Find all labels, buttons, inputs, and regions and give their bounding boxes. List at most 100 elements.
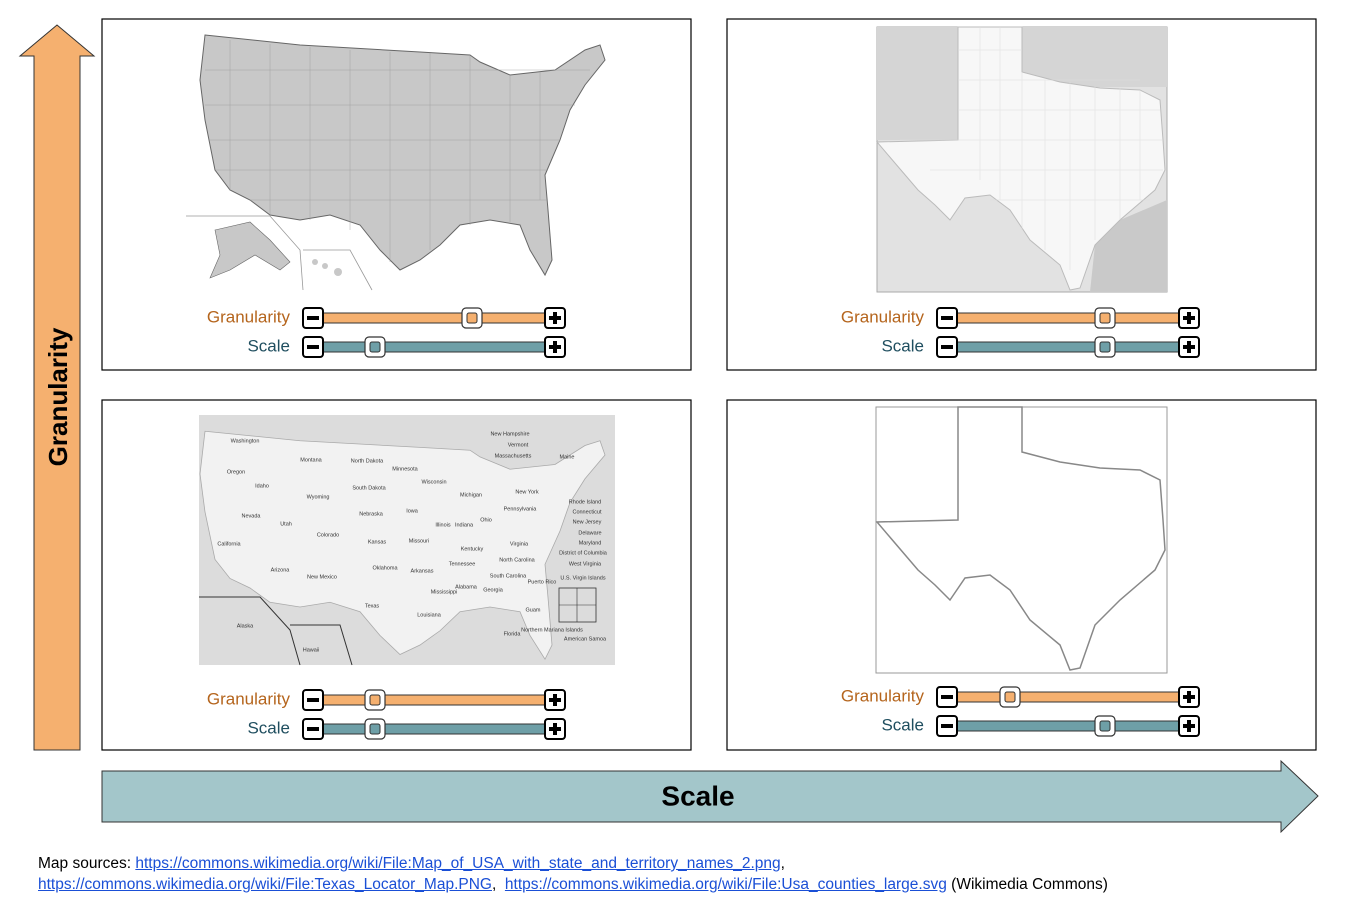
- granularity-arrow: [18, 24, 96, 751]
- minus-sign: [941, 695, 953, 699]
- state-label: Iowa: [406, 508, 419, 514]
- slider-knob[interactable]: [1094, 715, 1116, 737]
- slider-knob[interactable]: [1094, 336, 1116, 358]
- plus-button[interactable]: [1178, 715, 1200, 737]
- plus-sign: [1187, 720, 1191, 732]
- knob-core: [1099, 341, 1111, 353]
- scale-arrow: [101, 759, 1319, 834]
- minus-button[interactable]: [302, 307, 324, 329]
- plus-sign: [1187, 312, 1191, 324]
- state-label: American Samoa: [564, 636, 607, 642]
- state-label: District of Columbia: [559, 550, 608, 556]
- source-link[interactable]: https://commons.wikimedia.org/wiki/File:…: [135, 855, 781, 872]
- texas-locator-map: [876, 26, 1168, 293]
- state-label: Northern Mariana Islands: [521, 627, 583, 633]
- state-label: Idaho: [255, 483, 269, 489]
- state-label: Georgia: [483, 587, 504, 593]
- plus-sign: [553, 341, 557, 353]
- footer: Map sources: https://commons.wikimedia.o…: [38, 855, 1108, 893]
- state-label: Puerto Rico: [528, 579, 557, 585]
- state-label: Utah: [280, 521, 292, 527]
- state-label: Maryland: [579, 540, 602, 546]
- state-label: Arkansas: [411, 568, 434, 574]
- state-label: North Carolina: [499, 557, 535, 563]
- slider-knob[interactable]: [999, 686, 1021, 708]
- plus-sign: [1187, 691, 1191, 703]
- state-label: South Dakota: [352, 485, 386, 491]
- footer-suffix: (Wikimedia Commons): [951, 876, 1108, 893]
- state-label: Rhode Island: [569, 499, 601, 505]
- state-label: Nebraska: [359, 511, 383, 517]
- state-label: Oklahoma: [372, 565, 398, 571]
- state-label: West Virginia: [569, 561, 602, 567]
- state-label: Texas: [365, 603, 380, 609]
- knob-core: [369, 694, 381, 706]
- plus-sign: [1187, 341, 1191, 353]
- plus-button[interactable]: [544, 336, 566, 358]
- slider-knob[interactable]: [1094, 307, 1116, 329]
- plus-button[interactable]: [1178, 307, 1200, 329]
- minus-button[interactable]: [302, 689, 324, 711]
- state-label: Virginia: [510, 541, 529, 547]
- plus-button[interactable]: [1178, 686, 1200, 708]
- state-label: Kansas: [368, 539, 387, 545]
- state-label: New Jersey: [573, 519, 602, 525]
- slider-track: [953, 691, 1185, 703]
- knob-core: [466, 312, 478, 324]
- knob-core: [1099, 720, 1111, 732]
- slider-knob[interactable]: [461, 307, 483, 329]
- slider-track: [319, 312, 551, 324]
- slider-track: [319, 341, 551, 353]
- plus-button[interactable]: [544, 307, 566, 329]
- plus-button[interactable]: [1178, 336, 1200, 358]
- minus-button[interactable]: [936, 686, 958, 708]
- slider-label: Scale: [247, 336, 290, 355]
- slider-label: Scale: [881, 336, 924, 355]
- minus-sign: [941, 345, 953, 349]
- state-label: Colorado: [317, 532, 339, 538]
- state-label: Vermont: [508, 442, 529, 448]
- minus-sign: [307, 727, 319, 731]
- minus-button[interactable]: [936, 307, 958, 329]
- slider-track: [953, 312, 1185, 324]
- plus-button[interactable]: [544, 689, 566, 711]
- state-label: Guam: [526, 607, 541, 613]
- state-label: Montana: [300, 457, 322, 463]
- slider-track: [319, 723, 551, 735]
- minus-button[interactable]: [302, 718, 324, 740]
- minus-button[interactable]: [936, 715, 958, 737]
- state-label: Missouri: [409, 538, 429, 544]
- slider-knob[interactable]: [364, 718, 386, 740]
- state-label: Minnesota: [392, 466, 418, 472]
- footer-prefix: Map sources:: [38, 855, 136, 872]
- slider-knob[interactable]: [364, 689, 386, 711]
- minus-sign: [307, 316, 319, 320]
- slider-label: Granularity: [207, 689, 291, 708]
- state-label: Wisconsin: [421, 479, 446, 485]
- state-label: Alabama: [455, 584, 478, 590]
- minus-button[interactable]: [302, 336, 324, 358]
- slider-knob[interactable]: [364, 336, 386, 358]
- scale-axis-label: Scale: [661, 780, 734, 811]
- state-label: Alaska: [237, 623, 254, 629]
- us-states-map: Washington Oregon Idaho Montana Wyoming Nevad…: [199, 415, 615, 666]
- state-label: New Hampshire: [490, 431, 529, 437]
- state-label: Washington: [231, 438, 260, 444]
- state-label: New Mexico: [307, 574, 337, 580]
- minus-sign: [307, 698, 319, 702]
- state-label: Wyoming: [307, 494, 330, 500]
- minus-button[interactable]: [936, 336, 958, 358]
- state-label: South Carolina: [490, 573, 527, 579]
- state-label: Massachusetts: [495, 453, 532, 459]
- state-label: North Dakota: [351, 458, 384, 464]
- source-link[interactable]: https://commons.wikimedia.org/wiki/File:…: [38, 876, 492, 893]
- state-label: Delaware: [578, 530, 601, 536]
- state-label: Pennsylvania: [504, 506, 538, 512]
- state-label: Michigan: [460, 492, 482, 498]
- knob-core: [1099, 312, 1111, 324]
- minus-sign: [307, 345, 319, 349]
- plus-button[interactable]: [544, 718, 566, 740]
- source-link[interactable]: https://commons.wikimedia.org/wiki/File:…: [504, 876, 947, 893]
